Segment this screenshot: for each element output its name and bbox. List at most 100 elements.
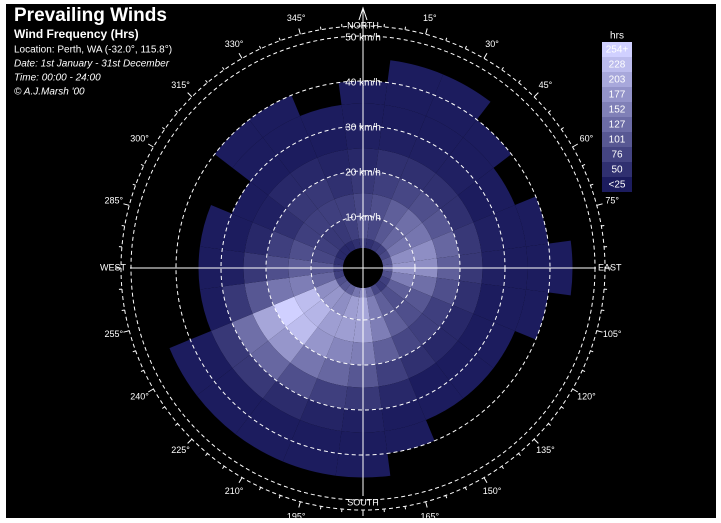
cell — [386, 279, 412, 300]
cell — [325, 171, 354, 200]
compass-tick — [425, 28, 428, 35]
compass-tick — [425, 501, 428, 508]
legend-label: <25 — [609, 180, 626, 191]
cell — [214, 119, 263, 168]
compass-tick — [132, 350, 136, 353]
cell — [317, 199, 344, 227]
annotation: Time: 00:00 - 24:00 — [14, 73, 101, 84]
cell — [231, 181, 269, 223]
cell — [365, 238, 375, 250]
cell — [452, 280, 482, 314]
cell — [425, 95, 477, 138]
cell — [314, 236, 340, 257]
compass-tick — [572, 388, 579, 393]
compass-tick — [533, 438, 539, 444]
cell — [439, 305, 474, 341]
cell — [266, 230, 295, 259]
legend-label: 254+ — [606, 45, 629, 56]
compass-tick — [259, 487, 262, 491]
angle-label: 300° — [130, 133, 149, 143]
compass-tick — [483, 52, 488, 59]
cell — [262, 380, 309, 420]
cell — [404, 287, 432, 314]
angle-label: 105° — [603, 329, 622, 339]
cell — [370, 240, 381, 253]
angle-label: 195° — [287, 512, 306, 522]
cell — [334, 194, 357, 220]
cell — [232, 354, 277, 399]
compass-tick — [259, 45, 262, 49]
cell — [400, 344, 436, 379]
compass-tick — [298, 501, 301, 508]
cell — [289, 239, 315, 262]
angle-label: 285° — [104, 196, 123, 206]
cell — [380, 226, 405, 251]
cell — [268, 173, 304, 209]
compass-tick — [121, 224, 125, 227]
compass-tick — [147, 143, 154, 148]
cell — [449, 137, 494, 182]
compass-tick — [590, 350, 594, 353]
cell — [244, 222, 274, 256]
cell — [378, 250, 391, 261]
cell — [232, 137, 277, 182]
cell — [417, 116, 464, 156]
cell — [370, 283, 381, 296]
cell — [339, 280, 351, 292]
legend-label: 50 — [611, 165, 623, 176]
cell — [365, 286, 375, 298]
cell — [262, 116, 309, 156]
cell — [294, 287, 322, 314]
cell — [431, 230, 460, 259]
compass-tick — [187, 92, 193, 98]
cell — [435, 155, 476, 196]
cell — [333, 270, 345, 280]
compass-tick — [123, 203, 130, 206]
angle-label: 30° — [485, 39, 499, 49]
compass-tick — [533, 92, 539, 98]
compass-tick — [121, 309, 125, 312]
cell — [457, 181, 495, 223]
cell — [422, 327, 458, 363]
legend-label: 203 — [609, 75, 626, 86]
compass-tick — [319, 26, 322, 30]
cell — [452, 222, 482, 256]
angle-label: 45° — [539, 80, 553, 90]
legend-swatch — [602, 147, 632, 162]
cell — [282, 440, 339, 476]
cell — [351, 238, 361, 250]
cell — [382, 199, 409, 227]
cell — [372, 171, 401, 200]
cell — [378, 275, 391, 286]
cell — [276, 136, 318, 174]
compass-tick — [222, 465, 225, 469]
cell — [408, 313, 440, 345]
cell — [317, 149, 351, 179]
cell — [235, 416, 292, 462]
legend-swatch — [602, 117, 632, 132]
cell — [199, 205, 232, 250]
cell — [375, 357, 409, 387]
angle-label: 345° — [287, 13, 306, 23]
compass-tick — [278, 495, 281, 499]
cell — [335, 275, 348, 286]
cell — [408, 191, 440, 223]
cell — [268, 327, 304, 363]
compass-tick — [205, 453, 208, 457]
cell — [369, 316, 392, 342]
cell — [391, 327, 423, 358]
cell — [394, 299, 423, 328]
cell — [244, 280, 274, 314]
compass-tick — [445, 495, 448, 499]
angle-label: 15° — [423, 13, 437, 23]
compass-label: SOUTH — [347, 497, 379, 507]
cell — [286, 191, 318, 223]
compass-tick — [501, 67, 504, 71]
compass-tick — [582, 164, 586, 167]
compass-tick — [404, 506, 407, 510]
cell — [266, 277, 295, 306]
compass-tick — [445, 37, 448, 41]
cell — [345, 240, 356, 253]
compass-tick — [278, 37, 281, 41]
cell — [303, 208, 332, 237]
